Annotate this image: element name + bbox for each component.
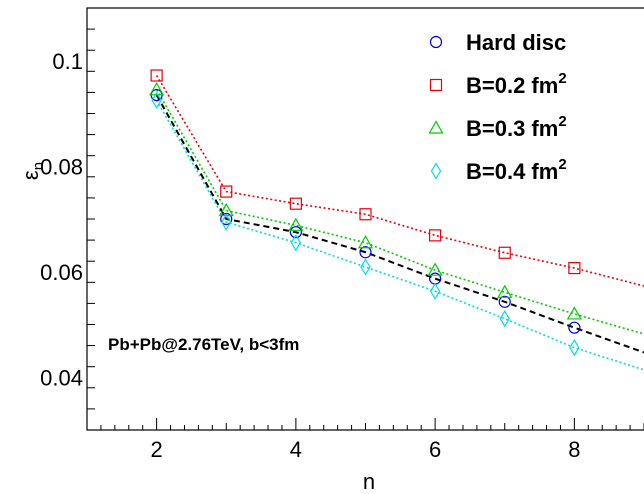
data-point xyxy=(566,306,582,320)
data-point xyxy=(289,226,302,239)
y-tick-label: 0.06 xyxy=(40,260,83,285)
y-tick-label: 0.08 xyxy=(40,154,83,179)
x-tick-label: 4 xyxy=(290,437,302,462)
x-tick-label: 8 xyxy=(568,437,580,462)
legend-marker xyxy=(429,78,443,92)
data-point xyxy=(359,208,372,221)
data-point xyxy=(149,82,165,96)
svg-text:εn: εn xyxy=(18,162,47,180)
series-lines xyxy=(155,75,644,371)
data-point xyxy=(359,246,372,259)
legend-label-superscript: 2 xyxy=(558,113,566,130)
data-point xyxy=(360,258,371,276)
legend-label-superscript: 2 xyxy=(558,70,566,87)
legend-label-superscript: 2 xyxy=(558,156,566,173)
data-point xyxy=(568,321,581,334)
legend-label: B=0.3 fm2 xyxy=(466,113,567,141)
legend-label-text: B=0.2 fm xyxy=(466,73,558,98)
data-point xyxy=(427,262,443,276)
y-axis-title-subscript: n xyxy=(30,162,47,170)
legend-label: B=0.2 fm2 xyxy=(466,70,567,98)
data-point xyxy=(568,261,581,275)
y-axis-title: εn xyxy=(18,162,47,180)
series-line xyxy=(155,94,644,354)
y-tick-label: 0.1 xyxy=(52,49,83,74)
data-point xyxy=(290,234,302,252)
y-axis-title-base: ε xyxy=(18,170,43,180)
data-point xyxy=(150,69,163,82)
tick-labels: 2 4 6 8 0.04 0.06 0.08 0.1 xyxy=(40,49,580,462)
legend-label-text: B=0.3 fm xyxy=(466,116,558,141)
y-tick-label: 0.04 xyxy=(40,365,83,390)
legend-label-text: B=0.4 fm xyxy=(466,159,558,184)
x-tick-label: 2 xyxy=(151,437,163,462)
legend-marker xyxy=(429,35,443,49)
data-point xyxy=(220,185,233,198)
series-line xyxy=(155,89,644,335)
data-point xyxy=(288,217,304,231)
data-point xyxy=(499,310,510,328)
collision-annotation: Pb+Pb@2.76TeV, b<3fm xyxy=(108,335,299,354)
legend-marker xyxy=(430,162,442,180)
series-line xyxy=(155,99,644,371)
data-point xyxy=(498,246,511,259)
data-point xyxy=(357,235,374,249)
data-point xyxy=(151,91,162,109)
legend-label-text: Hard disc xyxy=(466,30,566,55)
legend-marker xyxy=(428,120,444,134)
data-point xyxy=(221,213,232,231)
axis-ticks xyxy=(86,7,644,431)
legend-label: B=0.4 fm2 xyxy=(466,156,567,184)
data-point xyxy=(498,295,511,308)
data-point xyxy=(569,339,580,357)
x-tick-label: 6 xyxy=(429,437,441,462)
data-point xyxy=(429,282,441,300)
x-axis-title: n xyxy=(363,469,375,494)
series-line xyxy=(155,75,644,287)
series-markers xyxy=(149,69,582,357)
data-point xyxy=(429,229,442,242)
data-point xyxy=(497,284,513,298)
data-point xyxy=(289,197,302,210)
legend-label: Hard disc xyxy=(466,30,566,55)
